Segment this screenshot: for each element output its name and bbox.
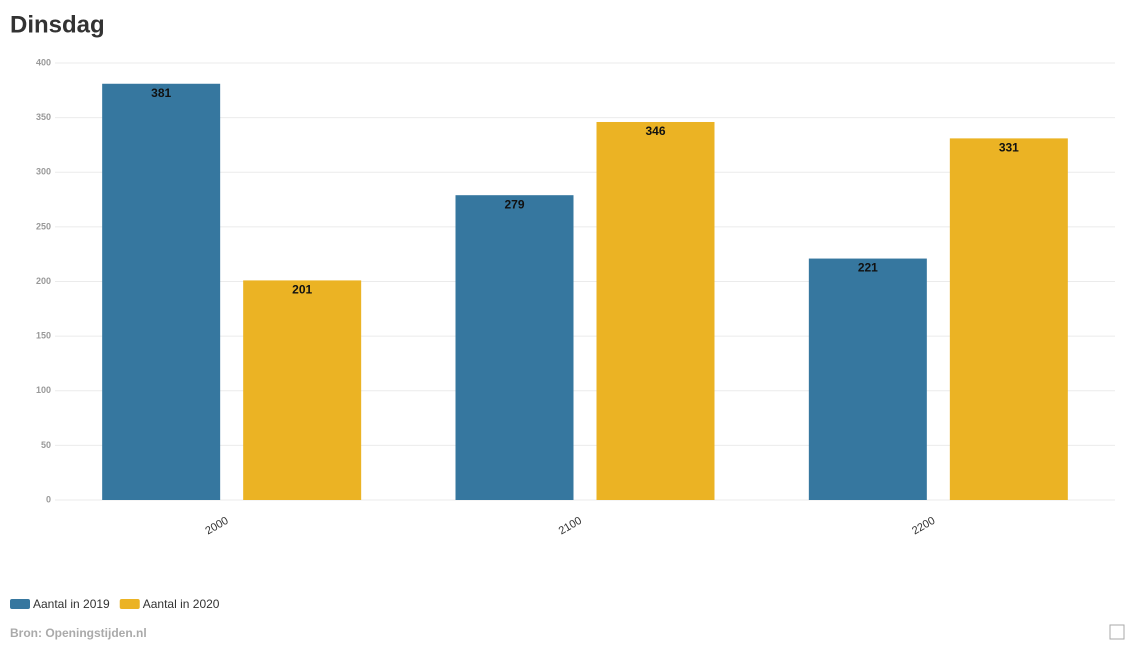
y-tick-label: 50 [41,440,51,450]
y-tick-label: 350 [36,112,51,122]
value-label: 201 [292,283,312,297]
y-tick-label: 0 [46,494,51,504]
value-label: 279 [504,197,524,211]
legend-swatch [119,599,140,609]
chart-title: Dinsdag [10,11,105,38]
bar [243,280,362,500]
y-tick-label: 100 [36,385,51,395]
bar [808,258,927,500]
bar [596,121,715,501]
value-label: 331 [999,141,1019,155]
bar [455,195,574,500]
y-tick-label: 150 [36,331,51,341]
y-tick-label: 200 [36,276,51,286]
value-label: 381 [151,86,171,100]
source: Bron: Openingstijden.nl [10,626,147,640]
x-tick-label: 2100 [557,515,584,538]
value-label: 346 [645,124,665,138]
legend-label: Aantal in 2019 [33,597,110,611]
legend-label: Aantal in 2020 [143,597,220,611]
broken-image-icon [1109,624,1125,640]
x-tick-label: 2200 [910,515,937,538]
bar [102,83,221,500]
legend-swatch [10,599,30,609]
y-tick-label: 250 [36,221,51,231]
bar [949,138,1068,500]
x-tick-label: 2000 [203,515,230,538]
value-label: 221 [858,261,878,275]
y-tick-label: 400 [36,57,51,67]
y-tick-label: 300 [36,167,51,177]
